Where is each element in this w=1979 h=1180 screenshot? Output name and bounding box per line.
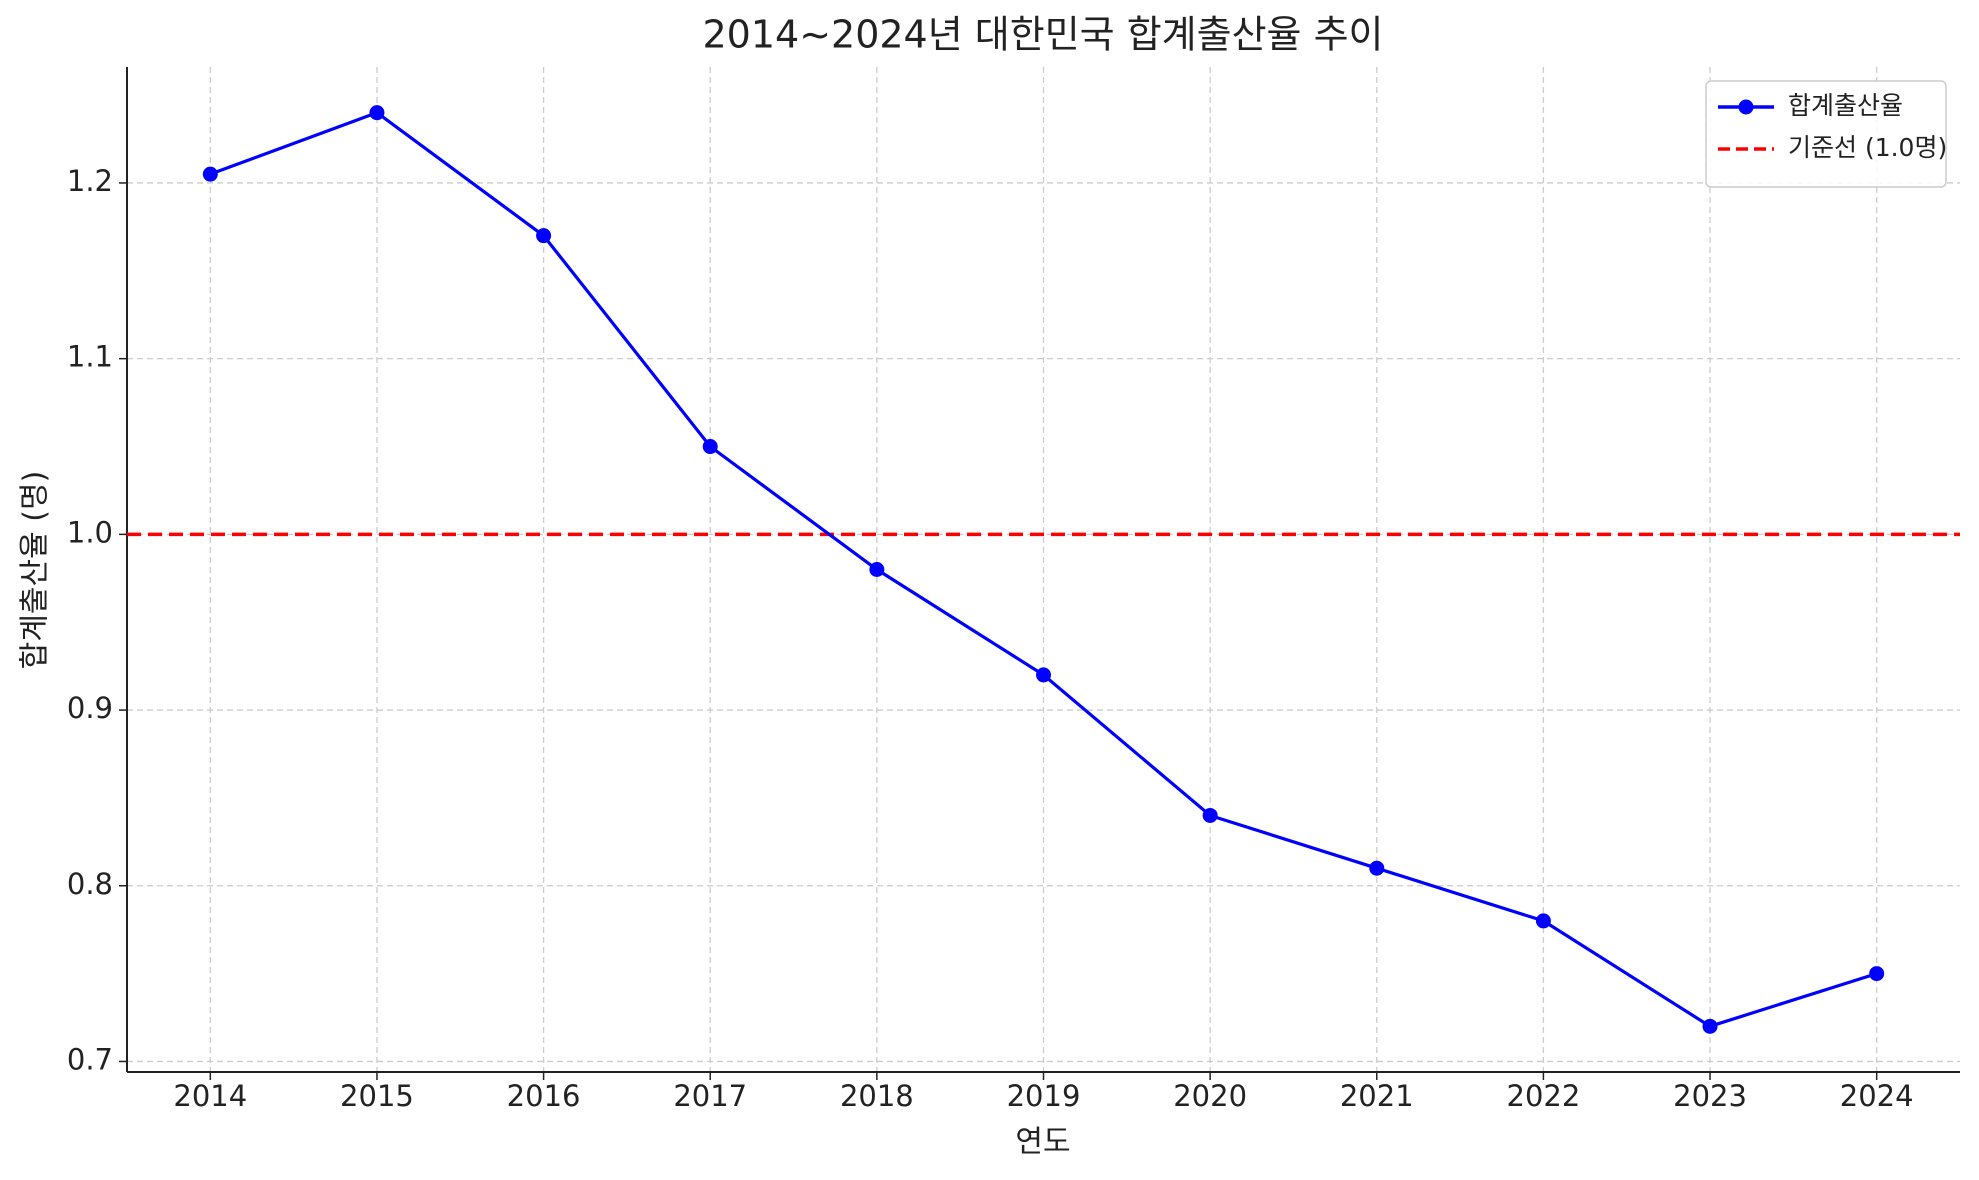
x-tick-label: 2017 <box>673 1079 747 1113</box>
x-tick-label: 2015 <box>340 1079 414 1113</box>
x-tick-label: 2020 <box>1173 1079 1247 1113</box>
data-point <box>1369 860 1385 876</box>
y-tick-label: 0.7 <box>67 1042 113 1076</box>
x-tick-label: 2016 <box>507 1079 581 1113</box>
data-point <box>1535 913 1551 929</box>
y-tick-label: 0.9 <box>67 691 113 725</box>
x-tick-label: 2014 <box>173 1079 247 1113</box>
data-point <box>1202 807 1218 823</box>
chart-title: 2014~2024년 대한민국 합계출산율 추이 <box>702 13 1383 57</box>
data-point <box>702 439 718 455</box>
y-tick-label: 0.8 <box>67 867 113 901</box>
x-tick-label: 2018 <box>840 1079 914 1113</box>
data-point <box>869 562 885 577</box>
x-tick-label: 2022 <box>1507 1079 1581 1113</box>
legend-marker <box>1738 99 1754 115</box>
y-tick-label: 1.2 <box>67 164 113 198</box>
x-axis-label: 연도 <box>1015 1125 1070 1160</box>
y-axis-label: 합계출산율 (명) <box>18 471 53 670</box>
data-point <box>1036 667 1051 683</box>
data-point <box>369 105 385 121</box>
legend-label: 기준선 (1.0명) <box>1788 133 1947 162</box>
data-point <box>536 228 552 244</box>
x-tick-label: 2019 <box>1007 1079 1081 1113</box>
data-point <box>1702 1018 1718 1034</box>
legend-label: 합계출산율 <box>1788 91 1903 120</box>
data-point <box>1869 966 1885 982</box>
y-tick-label: 1.0 <box>67 515 113 549</box>
x-tick-label: 2024 <box>1840 1079 1914 1113</box>
data-point <box>202 166 218 182</box>
x-tick-label: 2023 <box>1673 1079 1747 1113</box>
y-tick-label: 1.1 <box>67 340 113 374</box>
x-tick-label: 2021 <box>1340 1079 1414 1113</box>
